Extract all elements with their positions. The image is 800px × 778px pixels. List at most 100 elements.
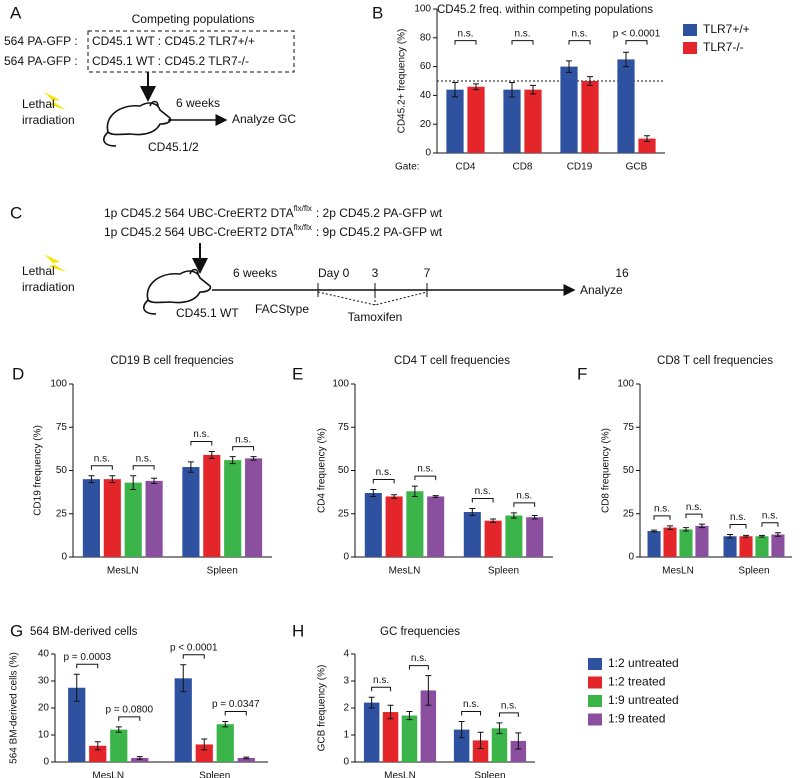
timepoint: Day 0: [318, 266, 350, 280]
legend-label: TLR7+/+: [703, 22, 750, 36]
error-bar: [130, 475, 137, 491]
bar: [382, 712, 399, 762]
y-tick-label: 100: [50, 379, 67, 390]
readout: Analyze: [580, 283, 623, 297]
x-tick-label: MesLN: [662, 566, 694, 577]
bar: [560, 66, 578, 153]
treatment: irradiation: [22, 280, 75, 294]
y-tick-label: 20: [420, 119, 432, 130]
y-tick-label: 0: [343, 757, 349, 768]
annotation: p = 0.0003: [63, 652, 111, 663]
bar: [364, 492, 382, 557]
y-tick-label: 60: [420, 61, 432, 72]
bar: [446, 89, 464, 153]
bar: [68, 687, 86, 762]
bar: [739, 536, 753, 557]
annotation: n.s.: [411, 653, 427, 664]
error-bar: [406, 711, 413, 721]
y-tick-label: 25: [623, 508, 635, 519]
y-tick-label: 75: [56, 422, 68, 433]
bar: [581, 81, 599, 153]
bar: [82, 479, 100, 557]
mouse: [103, 100, 172, 147]
bracket: [414, 475, 437, 481]
treatment: irradiation: [22, 113, 75, 127]
screen: FACStype: [255, 302, 309, 316]
error-bar: [587, 76, 593, 86]
row-label: 564 PA-GFP :: [4, 54, 78, 68]
bar: [723, 536, 737, 557]
donor: 1p CD45.2 564 UBC-CreERT2 DTA: [104, 225, 294, 239]
bar: [638, 138, 656, 153]
annotation: n.s.: [136, 453, 152, 464]
chart-title: GC frequencies: [380, 626, 460, 638]
legend-label: 1:2 untreated: [608, 656, 679, 670]
error-bar: [515, 732, 522, 750]
error-bar: [477, 731, 484, 749]
donor: 1p CD45.2 564 UBC-CreERT2 DTA: [104, 206, 294, 220]
bar: [110, 729, 128, 762]
y-tick-label: 100: [617, 379, 634, 390]
bar: [174, 678, 192, 762]
bar: [453, 729, 470, 762]
setup-row: 1p CD45.2 564 UBC-CreERT2 DTAflx/flx: 9p…: [104, 223, 443, 239]
error-bar: [250, 456, 257, 461]
error-bar: [651, 529, 658, 533]
bar: [467, 86, 485, 153]
bracket: [729, 524, 747, 529]
annotation: n.s.: [94, 453, 110, 464]
error-bar: [94, 741, 101, 751]
bar: [526, 517, 544, 557]
timepoint: 7: [424, 266, 431, 280]
superscript: flx/flx: [294, 204, 312, 213]
y-tick-label: 75: [623, 422, 635, 433]
legend-swatch: [683, 24, 697, 36]
error-bar: [151, 477, 158, 484]
bar: [755, 536, 769, 557]
annotation: n.s.: [373, 675, 389, 686]
error-bar: [510, 512, 517, 519]
bar: [510, 740, 527, 762]
bar: [103, 479, 121, 557]
x-tick-label: CD19: [567, 162, 593, 173]
y-tick-label: 80: [420, 32, 432, 43]
bar: [695, 525, 709, 557]
bracket: [511, 40, 534, 45]
bracket: [118, 716, 141, 721]
y-tick-label: 25: [56, 508, 68, 519]
x-axis-label: Gate:: [395, 162, 419, 173]
y-axis-label: CD45.2+ frequency (%): [397, 29, 408, 134]
row-label: 564 PA-GFP :: [4, 34, 78, 48]
bracket: [232, 446, 255, 451]
y-tick-label: 50: [56, 465, 68, 476]
treatment: Lethal: [22, 264, 55, 278]
tamoxifen-window: [317, 291, 428, 306]
bar: [89, 745, 107, 762]
bar: [363, 702, 380, 762]
chart-title: CD4 T cell frequencies: [394, 355, 510, 367]
host: CD45.1/2: [148, 140, 199, 154]
bracket: [224, 711, 247, 716]
x-tick-label: GCB: [626, 162, 648, 173]
lightning: [44, 92, 66, 110]
x-tick-label: MesLN: [389, 566, 421, 577]
error-bar: [222, 721, 229, 728]
y-tick-label: 4: [343, 649, 349, 660]
bracket: [454, 40, 477, 45]
y-tick-label: 10: [38, 730, 50, 741]
error-bar: [496, 722, 503, 735]
y-axis-label: CD8 frequency (%): [601, 428, 612, 513]
error-bar: [391, 494, 398, 499]
annotation: p = 0.0347: [212, 699, 260, 710]
y-tick-label: 40: [38, 649, 50, 660]
panel-letter: E: [292, 364, 303, 383]
x-tick-label: MesLN: [107, 566, 139, 577]
header: Competing populations: [132, 12, 255, 26]
bar: [385, 496, 403, 557]
panel-letter: D: [12, 364, 24, 383]
bar: [401, 715, 418, 762]
chart-title: CD45.2 freq. within competing population…: [437, 4, 653, 16]
annotation: n.s.: [376, 467, 392, 478]
bar: [203, 454, 221, 557]
x-tick-label: Spleen: [738, 566, 769, 577]
